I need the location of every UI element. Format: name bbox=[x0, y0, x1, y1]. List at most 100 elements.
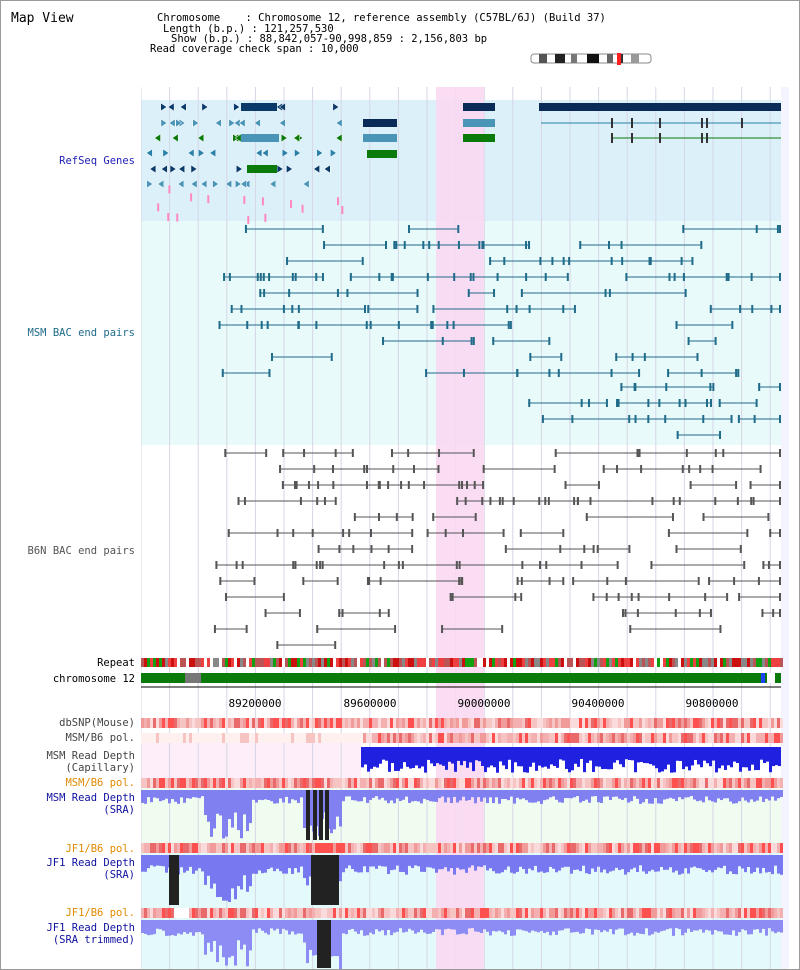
chromosome-bar[interactable] bbox=[141, 673, 781, 683]
repeat-segment bbox=[645, 658, 648, 667]
depth-bar bbox=[544, 747, 547, 767]
track-label-dbsnp[interactable]: dbSNP(Mouse) bbox=[59, 717, 135, 729]
highlight-region[interactable] bbox=[436, 87, 484, 969]
pol-cell bbox=[213, 778, 216, 788]
pol-cell bbox=[471, 778, 474, 788]
pol-cell bbox=[321, 843, 324, 853]
pol-cell bbox=[462, 778, 465, 788]
pol-cell bbox=[660, 908, 663, 918]
pol-cell bbox=[258, 733, 261, 743]
pol-cell bbox=[672, 908, 675, 918]
pol-cell bbox=[159, 908, 162, 918]
pol-cell bbox=[144, 733, 147, 743]
repeat-segment bbox=[384, 658, 387, 667]
depth-bar bbox=[189, 790, 192, 799]
pol-cell bbox=[192, 778, 195, 788]
repeat-segment bbox=[300, 658, 303, 667]
depth-bar bbox=[363, 855, 366, 867]
repeat-track[interactable] bbox=[141, 658, 783, 667]
depth-bar bbox=[357, 855, 360, 873]
depth-bar bbox=[771, 920, 774, 932]
track-label-msm-b6-pol-2[interactable]: MSM/B6 pol. bbox=[65, 777, 135, 789]
pol-cell bbox=[393, 778, 396, 788]
track-label-refseq[interactable]: RefSeq Genes bbox=[59, 155, 135, 167]
pol-cell bbox=[171, 843, 174, 853]
repeat-segment bbox=[579, 658, 582, 667]
depth-bar bbox=[459, 790, 462, 801]
repeat-segment bbox=[663, 658, 666, 667]
track-label-msm-depth-capillary[interactable]: MSM Read Depth (Capillary) bbox=[3, 750, 135, 774]
pol-cell bbox=[348, 718, 351, 728]
pol-cell bbox=[492, 778, 495, 788]
depth-bar bbox=[210, 920, 213, 952]
pol-cell bbox=[750, 843, 753, 853]
repeat-segment bbox=[738, 658, 741, 667]
pol-cell bbox=[222, 908, 225, 918]
pol-cell bbox=[255, 843, 258, 853]
track-label-jf1-b6-pol-2[interactable]: JF1/B6 pol. bbox=[65, 907, 135, 919]
depth-bar bbox=[150, 855, 153, 866]
depth-bar bbox=[492, 920, 495, 932]
repeat-segment bbox=[555, 658, 558, 667]
depth-bar bbox=[339, 790, 342, 827]
pol-cell bbox=[711, 718, 714, 728]
pol-cell bbox=[648, 908, 651, 918]
repeat-segment bbox=[264, 658, 267, 667]
genome-track-canvas[interactable]: 89200000 89600000 90000000 90400000 9080… bbox=[141, 87, 789, 969]
pol-cell bbox=[153, 733, 156, 743]
pol-cell bbox=[516, 843, 519, 853]
repeat-segment bbox=[714, 658, 717, 667]
depth-bar bbox=[420, 920, 423, 930]
gene-block bbox=[463, 103, 495, 111]
depth-bar bbox=[159, 920, 162, 930]
track-label-chromosome[interactable]: chromosome 12 bbox=[52, 673, 135, 685]
pol-cell bbox=[600, 908, 603, 918]
track-label-jf1-depth-sra[interactable]: JF1 Read Depth (SRA) bbox=[3, 857, 135, 881]
bac-end bbox=[395, 241, 398, 249]
bac-end bbox=[315, 321, 318, 329]
pol-cell bbox=[609, 778, 612, 788]
pol-cell bbox=[744, 718, 747, 728]
track-label-jf1-depth-trim[interactable]: JF1 Read Depth (SRA trimmed) bbox=[3, 922, 135, 946]
pol-cell bbox=[435, 778, 438, 788]
gene-exon-arrow bbox=[209, 148, 216, 158]
depth-bar bbox=[618, 855, 621, 871]
bac-end bbox=[416, 289, 419, 297]
pol-cell bbox=[204, 733, 207, 743]
repeat-segment bbox=[630, 658, 633, 667]
depth-bar bbox=[708, 920, 711, 931]
pol-cell bbox=[525, 718, 528, 728]
track-label-msm-b6-pol-1[interactable]: MSM/B6 pol. bbox=[65, 732, 135, 744]
track-label-jf1-b6-pol-1[interactable]: JF1/B6 pol. bbox=[65, 843, 135, 855]
depth-bar bbox=[456, 920, 459, 935]
depth-bar bbox=[508, 747, 511, 760]
pol-cell bbox=[465, 718, 468, 728]
track-label-b6n-bac[interactable]: B6N BAC end pairs bbox=[27, 545, 135, 557]
depth-bar bbox=[453, 855, 456, 875]
pol-cell bbox=[582, 843, 585, 853]
pol-cell bbox=[222, 843, 225, 853]
depth-bar bbox=[354, 855, 357, 872]
bac-end bbox=[714, 449, 717, 457]
pol-cell bbox=[420, 718, 423, 728]
pol-cell bbox=[390, 733, 393, 743]
pol-cell bbox=[195, 718, 198, 728]
pol-cell bbox=[645, 718, 648, 728]
track-label-msm-depth-sra[interactable]: MSM Read Depth (SRA) bbox=[3, 792, 135, 816]
track-label-repeat[interactable]: Repeat bbox=[97, 657, 135, 669]
track-label-msm-bac[interactable]: MSM BAC end pairs bbox=[27, 327, 135, 339]
depth-bar bbox=[570, 855, 573, 874]
pol-cell bbox=[480, 778, 483, 788]
bac-end bbox=[616, 561, 619, 569]
chromosome-ideogram[interactable] bbox=[529, 53, 655, 65]
pol-cell bbox=[243, 908, 246, 918]
depth-bar bbox=[637, 747, 640, 763]
bac-end bbox=[437, 465, 440, 473]
gene-exon bbox=[706, 118, 708, 128]
pol-cell bbox=[456, 843, 459, 853]
pol-cell bbox=[738, 778, 741, 788]
pol-cell bbox=[402, 733, 405, 743]
pol-cell bbox=[411, 778, 414, 788]
depth-bar bbox=[219, 790, 222, 816]
depth-bar bbox=[408, 790, 411, 803]
